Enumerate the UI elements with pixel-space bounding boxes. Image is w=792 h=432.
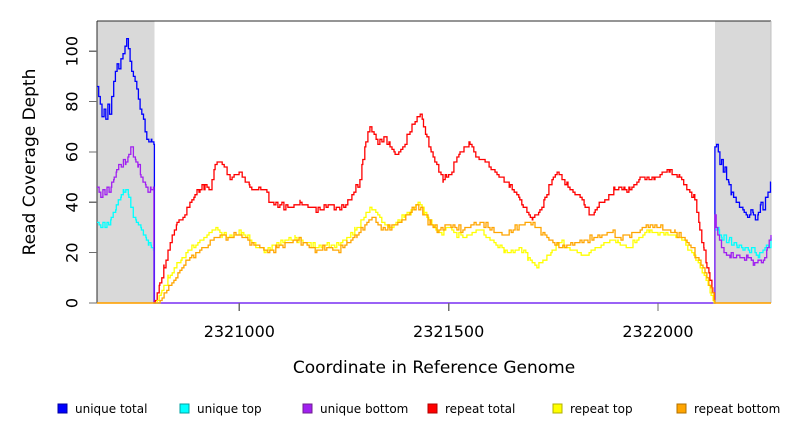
legend-item: unique bottom: [302, 402, 408, 416]
series-unique-bottom: [97, 146, 772, 304]
axis-ticks: [89, 50, 659, 311]
series-unique-total: [97, 37, 772, 304]
legend-label: unique top: [197, 402, 262, 416]
series-unique-top: [97, 189, 772, 304]
legend-swatch-unique-total: [57, 403, 68, 414]
legend-item: repeat top: [552, 402, 633, 416]
legend-label: repeat top: [570, 402, 633, 416]
series-repeat-bottom: [97, 204, 771, 304]
y-tick-label: 100: [63, 36, 82, 67]
y-tick-label: 40: [63, 192, 82, 212]
series-lines: [97, 37, 772, 304]
legend-label: repeat bottom: [694, 402, 780, 416]
legend: unique total unique top unique bottom repea…: [57, 402, 780, 416]
plot-box: [96, 20, 772, 304]
legend-item: unique total: [57, 402, 147, 416]
axis-tick-labels: 2321000 2321500 2322000 0 20 40 60 80 100: [63, 36, 694, 341]
legend-label: repeat total: [445, 402, 515, 416]
x-tick-label: 2322000: [622, 322, 693, 341]
legend-label: unique total: [75, 402, 147, 416]
shaded-region-right: [714, 21, 771, 303]
legend-swatch-repeat-bottom: [676, 403, 687, 414]
legend-swatch-repeat-total: [427, 403, 438, 414]
x-axis-title: Coordinate in Reference Genome: [293, 358, 575, 378]
legend-swatch-unique-bottom: [302, 403, 313, 414]
y-tick-label: 20: [63, 242, 82, 262]
legend-label: unique bottom: [320, 402, 408, 416]
legend-item: unique top: [179, 402, 262, 416]
legend-swatch-unique-top: [179, 403, 190, 414]
legend-swatch-repeat-top: [552, 403, 563, 414]
y-tick-label: 80: [63, 91, 82, 111]
x-tick-label: 2321000: [204, 322, 275, 341]
series-repeat-total: [97, 113, 771, 304]
y-axis-title: Read Coverage Depth: [20, 69, 40, 256]
legend-item: repeat bottom: [676, 402, 780, 416]
legend-item: repeat total: [427, 402, 515, 416]
shaded-regions: [97, 21, 771, 303]
x-tick-label: 2321500: [413, 322, 484, 341]
y-tick-label: 0: [63, 298, 82, 308]
y-tick-label: 60: [63, 142, 82, 162]
